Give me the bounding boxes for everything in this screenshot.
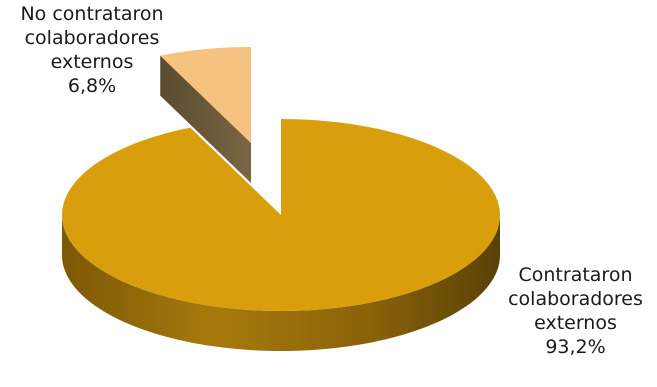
slice-top-no-contrataron (160, 47, 251, 143)
slice-label-contrataron: Contrataron colaboradores externos 93,2% (494, 263, 657, 359)
slice-label-line: externos (534, 312, 617, 334)
slice-label-line: Contrataron (518, 264, 633, 286)
slice-label-line: colaboradores (508, 288, 643, 310)
slice-label-no-contrataron: No contrataron colaboradores externos 6,… (2, 2, 182, 98)
slice-side-no-contrataron (160, 55, 251, 183)
slice-label-line: externos (50, 51, 134, 73)
slice-value-label: 6,8% (67, 75, 117, 97)
slice-top-contrataron (62, 119, 500, 311)
slice-value-label: 93,2% (545, 336, 606, 358)
slice-label-line: colaboradores (24, 27, 160, 49)
slice-label-line: No contrataron (20, 3, 164, 25)
pie-slices (62, 47, 500, 351)
slice-side-contrataron (62, 215, 500, 351)
